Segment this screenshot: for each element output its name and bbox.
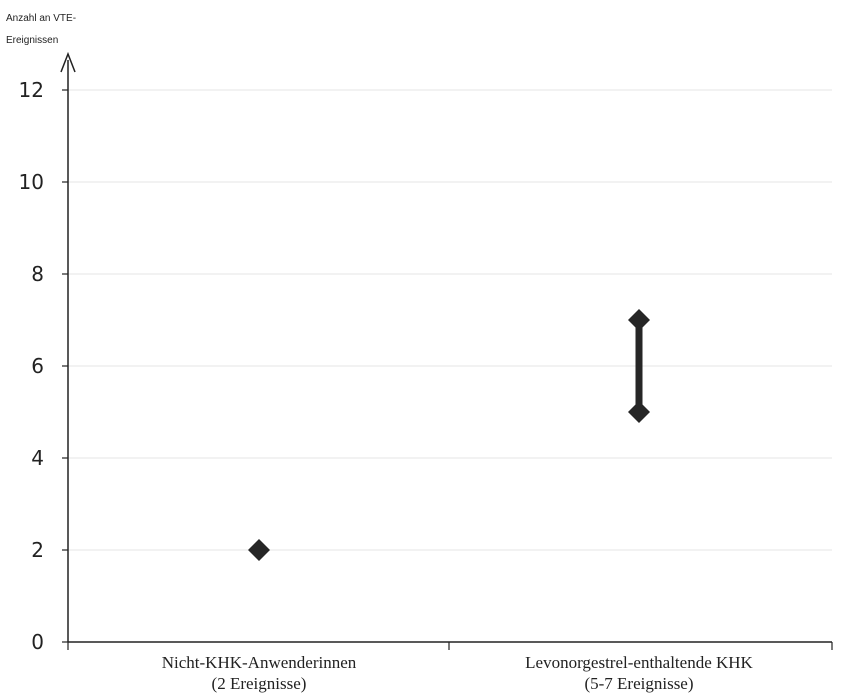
y-tick-label-12: 12 bbox=[19, 78, 44, 102]
y-axis-arrow-icon bbox=[60, 51, 76, 73]
y-axis-title: Anzahl an VTE- Ereignissen bbox=[6, 13, 76, 46]
axes bbox=[60, 51, 832, 643]
y-tick-label-6: 6 bbox=[31, 354, 44, 378]
y-tick-label-0: 0 bbox=[31, 630, 44, 654]
gridlines bbox=[68, 89, 832, 551]
x-tick-label-1-line-1: Levonorgestrel-enthaltende KHK bbox=[525, 653, 753, 672]
diamond-marker-0-2 bbox=[248, 539, 270, 561]
x-tick-label-0-line-1: Nicht-KHK-Anwenderinnen bbox=[162, 653, 357, 672]
x-tick-label-0-line-2: (2 Ereignisse) bbox=[212, 674, 307, 693]
y-tick-label-10: 10 bbox=[19, 170, 44, 194]
y-tick-label-2: 2 bbox=[31, 538, 44, 562]
x-tick-label-1-line-2: (5-7 Ereignisse) bbox=[584, 674, 693, 693]
y-ticks: 0 2 4 6 8 10 12 bbox=[19, 78, 68, 654]
x-ticks: Nicht-KHK-Anwenderinnen (2 Ereignisse) Lev… bbox=[67, 642, 833, 693]
diamond-marker-1-5 bbox=[628, 401, 650, 423]
diamond-marker-1-7 bbox=[628, 309, 650, 331]
y-axis-title-line-1: Anzahl an VTE- bbox=[6, 13, 76, 24]
y-tick-label-8: 8 bbox=[31, 262, 44, 286]
y-tick-label-4: 4 bbox=[31, 446, 44, 470]
markers bbox=[248, 309, 650, 561]
y-axis-title-line-2: Ereignissen bbox=[6, 35, 58, 46]
